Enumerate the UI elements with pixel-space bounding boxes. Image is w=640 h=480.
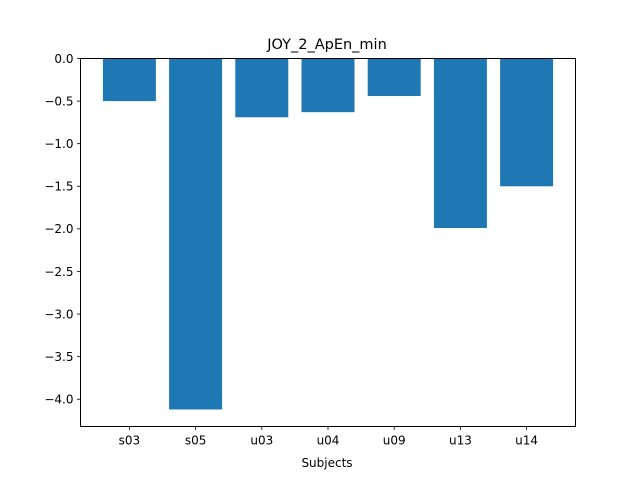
bar-s05: [169, 58, 223, 410]
bar-u09: [367, 58, 421, 96]
bar-u04: [301, 58, 355, 113]
bars-group: [102, 58, 554, 410]
y-axis: 0.0 −0.5 −1.0 −1.5 −2.0 −2.5 −3.0 −3.5 −4.0: [44, 52, 81, 407]
y-tick-label: −1.5: [44, 180, 73, 194]
y-tick-label: −1.0: [44, 137, 73, 151]
y-tick-label: 0.0: [54, 52, 73, 66]
y-tick-label: −0.5: [44, 94, 73, 108]
x-axis: s03 s05 u03 u04 u09 u13 u14: [119, 426, 538, 448]
plot-frame: [80, 58, 576, 427]
bar-s03: [102, 58, 156, 102]
bar-u13: [433, 58, 487, 229]
x-tick-label-u14: u14: [515, 434, 538, 448]
y-tick-label: −3.0: [44, 307, 73, 321]
x-tick-label-s05: s05: [185, 434, 207, 448]
bar-u03: [235, 58, 289, 118]
x-tick-label-s03: s03: [119, 434, 141, 448]
y-tick-label: −3.5: [44, 350, 73, 364]
bar-u14: [500, 58, 554, 187]
x-tick-label-u03: u03: [250, 434, 273, 448]
y-tick-label: −2.5: [44, 265, 73, 279]
x-tick-label-u13: u13: [449, 434, 472, 448]
x-axis-label: Subjects: [301, 456, 352, 470]
y-tick-label: −2.0: [44, 222, 73, 236]
x-tick-label-u04: u04: [317, 434, 340, 448]
chart-title: JOY_2_ApEn_min: [266, 37, 387, 53]
y-tick-label: −4.0: [44, 393, 73, 407]
x-tick-label-u09: u09: [383, 434, 406, 448]
